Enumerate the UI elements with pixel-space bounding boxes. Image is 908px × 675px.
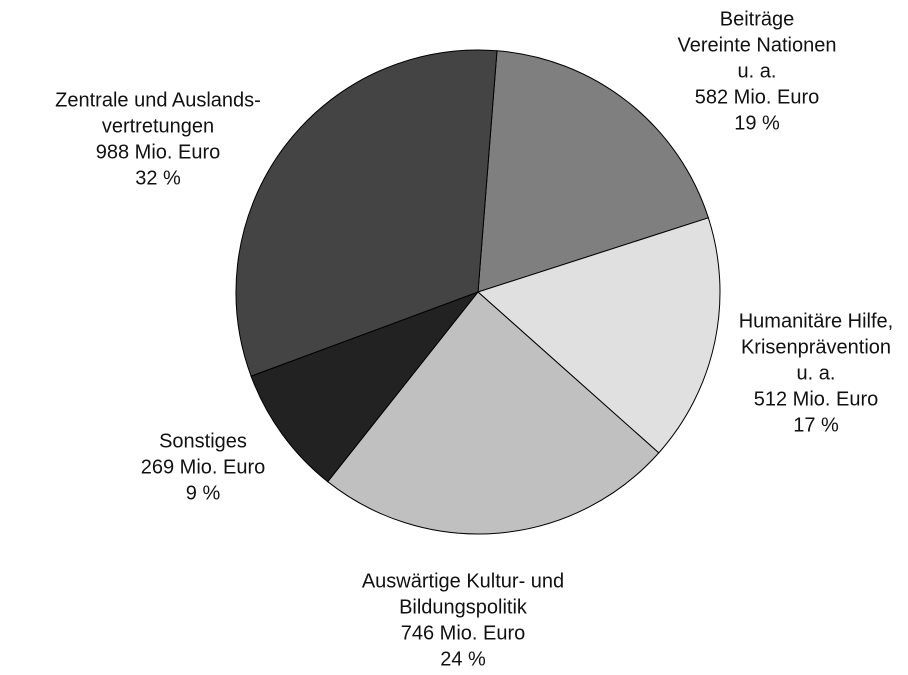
pie-slice: [477, 50, 709, 293]
slice-label: Zentrale und Auslands-: [55, 89, 261, 111]
value-label: 582 Mio. Euro: [695, 86, 820, 108]
value-label: 512 Mio. Euro: [754, 388, 879, 410]
slice-label: Bildungspolitik: [399, 596, 528, 618]
slice-label: Sonstiges: [159, 430, 247, 452]
value-label: 746 Mio. Euro: [401, 622, 526, 644]
value-label: 988 Mio. Euro: [96, 141, 221, 163]
percentage-label: 19 %: [734, 112, 780, 134]
pie-slice: [327, 291, 660, 535]
slice-label: Beiträge: [720, 8, 795, 30]
slice-label: vertretungen: [102, 115, 214, 137]
slice-label: Auswärtige Kultur- und: [362, 570, 564, 592]
slice-label: u. a.: [738, 60, 777, 82]
slice-label: u. a.: [797, 362, 836, 384]
slice-label: Humanitäre Hilfe,: [739, 310, 894, 332]
percentage-label: 17 %: [793, 414, 839, 436]
pie-slice: [477, 217, 721, 454]
percentage-label: 9 %: [186, 482, 221, 504]
slice-label: Vereinte Nationen: [677, 34, 836, 56]
pie-slice: [235, 49, 498, 377]
value-label: 269 Mio. Euro: [141, 456, 266, 478]
pie-slice: [250, 290, 480, 483]
percentage-label: 32 %: [135, 167, 181, 189]
percentage-label: 24 %: [440, 648, 486, 670]
slice-label: Krisenprävention: [741, 336, 891, 358]
